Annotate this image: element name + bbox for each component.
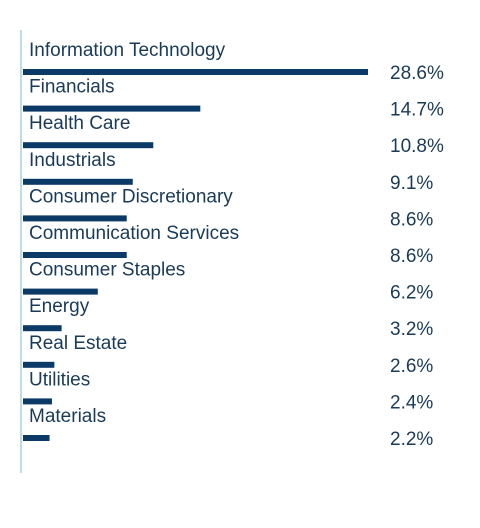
- bar: [23, 252, 127, 258]
- value-label: 2.4%: [390, 392, 433, 413]
- category-label: Utilities: [29, 369, 90, 390]
- bar: [23, 105, 201, 112]
- value-label: 6.2%: [390, 283, 433, 304]
- category-label: Health Care: [29, 113, 130, 134]
- bars-group: Information Technology 28.6% Financials 14.…: [23, 40, 444, 450]
- category-label: Communication Services: [29, 223, 239, 244]
- bar: [23, 325, 62, 332]
- value-label: 9.1%: [390, 173, 433, 194]
- value-label: 8.6%: [390, 209, 433, 230]
- value-label: 10.8%: [390, 136, 444, 157]
- category-label: Materials: [29, 406, 106, 427]
- value-label: 28.6%: [390, 63, 444, 84]
- value-label: 2.6%: [390, 356, 433, 377]
- bar: [23, 215, 127, 222]
- category-label: Information Technology: [29, 40, 226, 61]
- value-label: 8.6%: [390, 246, 433, 267]
- category-label: Consumer Staples: [29, 260, 185, 281]
- category-label: Financials: [29, 77, 115, 98]
- bar: [23, 361, 55, 368]
- bar: [23, 142, 154, 149]
- bar: [23, 288, 98, 295]
- category-label: Consumer Discretionary: [29, 186, 233, 207]
- bar: [23, 435, 50, 441]
- bar: [23, 178, 133, 185]
- category-label: Real Estate: [29, 333, 127, 354]
- category-label: Energy: [29, 296, 90, 317]
- bar: [23, 398, 52, 405]
- value-label: 14.7%: [390, 100, 444, 121]
- value-label: 2.2%: [390, 429, 433, 450]
- value-label: 3.2%: [390, 319, 433, 340]
- bar: [23, 69, 368, 75]
- category-label: Industrials: [29, 150, 116, 171]
